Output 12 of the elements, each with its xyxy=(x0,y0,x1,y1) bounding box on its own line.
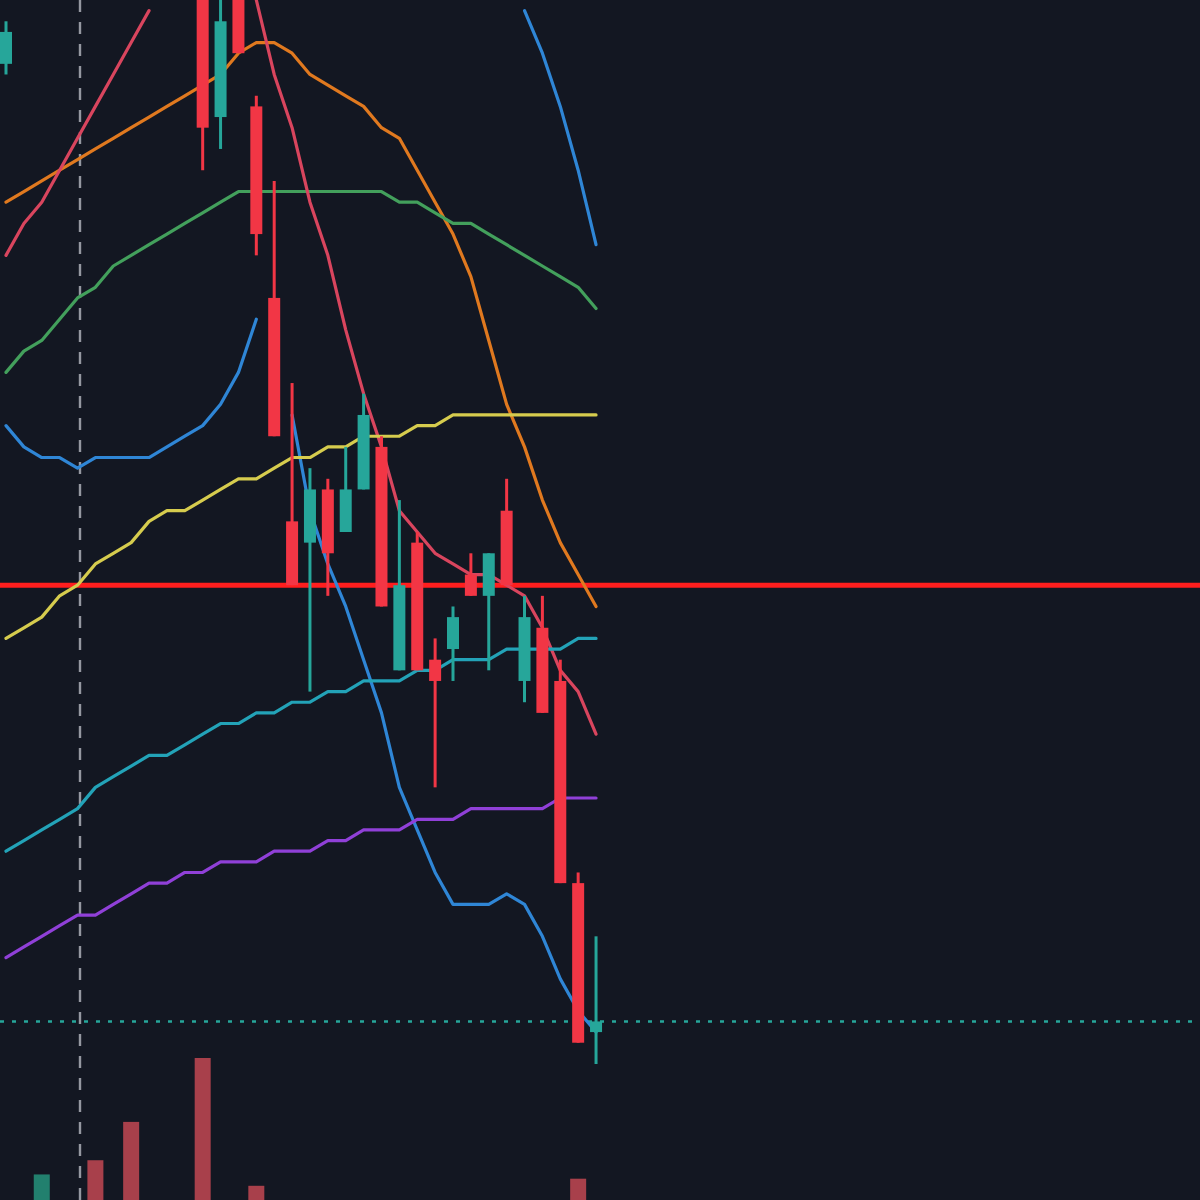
candlestick xyxy=(447,604,459,683)
bar xyxy=(570,1178,587,1200)
candlestick xyxy=(0,19,12,76)
candlestick xyxy=(429,636,442,789)
candlestick xyxy=(339,445,352,534)
bar xyxy=(123,1121,140,1200)
bar xyxy=(194,1058,211,1200)
bar xyxy=(87,1160,104,1200)
candlestick xyxy=(464,551,477,598)
candlestick xyxy=(482,551,495,672)
bar xyxy=(33,1174,50,1200)
bar xyxy=(248,1185,265,1200)
